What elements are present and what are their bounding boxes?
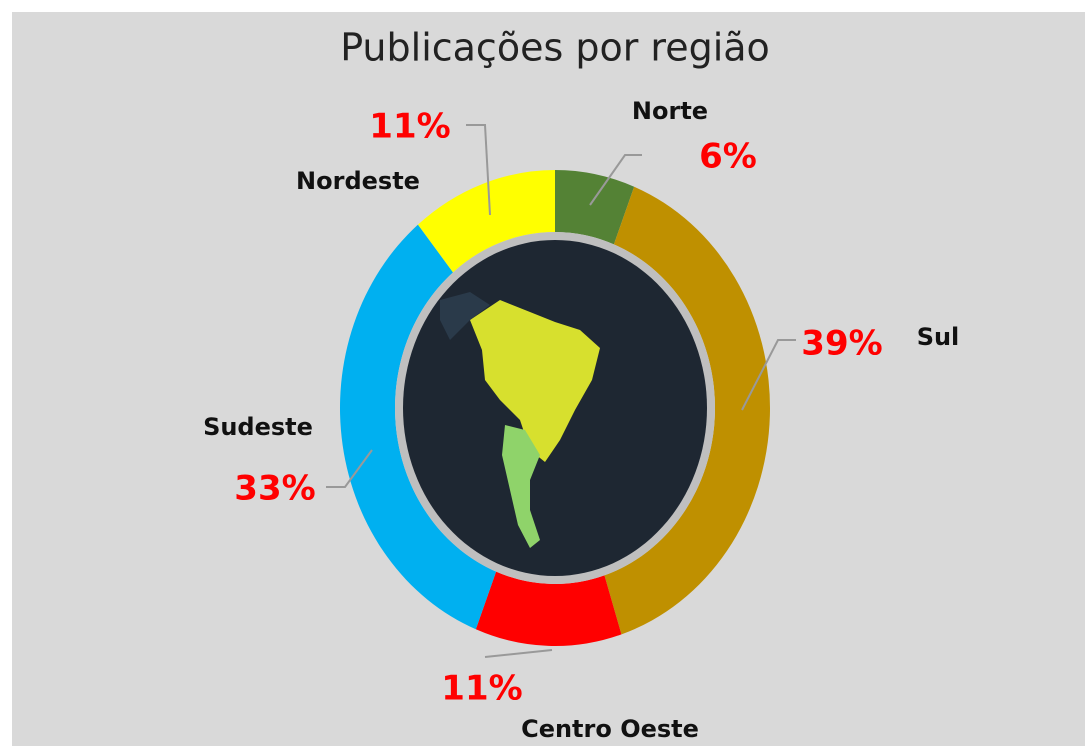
data-label: 11%: [441, 669, 522, 709]
chart-title: Publicações por região: [340, 26, 770, 70]
category-label: Centro Oeste: [521, 715, 699, 743]
leader-line: [589, 154, 642, 206]
category-label: Nordeste: [296, 167, 420, 195]
slice: [555, 170, 635, 245]
data-label: 33%: [234, 469, 315, 509]
data-label: 6%: [699, 137, 757, 177]
slice: [340, 224, 497, 630]
slice: [417, 170, 555, 273]
labels: Norte 6% Sul 39% Centro Oeste 11% Sudeste 33% No…: [203, 97, 959, 743]
category-label: Norte: [632, 97, 708, 125]
category-label: Sul: [917, 323, 960, 351]
slice: [604, 186, 770, 635]
leader-line: [326, 449, 373, 488]
data-label: 11%: [369, 107, 450, 147]
map-decoration: [440, 292, 600, 548]
slice: [475, 571, 622, 646]
data-label: 39%: [801, 324, 882, 364]
leader-line: [484, 649, 553, 658]
leader-line: [466, 124, 491, 216]
category-label: Sudeste: [203, 413, 313, 441]
slices: [340, 170, 770, 646]
leader-line: [741, 339, 796, 411]
